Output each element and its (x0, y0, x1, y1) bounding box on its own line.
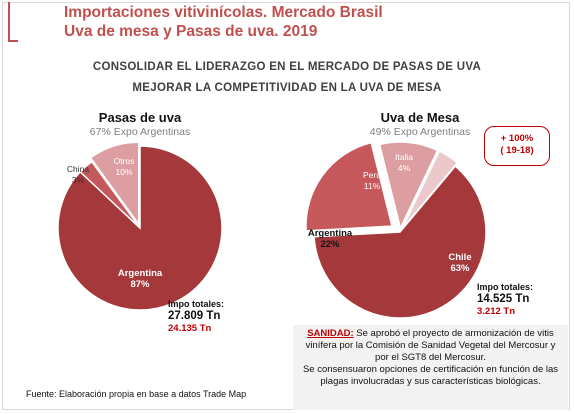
slice-label: Otros (114, 156, 135, 166)
totals-value: 14.525 Tn (477, 293, 530, 305)
slice-label: Perú (363, 170, 381, 180)
source-note: Fuente: Elaboración propia en base a dat… (26, 389, 247, 399)
slice-value-label: 3% (72, 175, 85, 185)
badge-line-2: ( 19-18) (500, 145, 534, 156)
totals-label: Impo totales: (477, 282, 534, 292)
slice-label: Italia (395, 152, 413, 162)
slide-title: Importaciones vitivinícolas. Mercado Bra… (64, 3, 383, 41)
chart-subtitle-pasas: 67% Expo Argentinas (89, 126, 191, 138)
pie-slice-otros (89, 141, 140, 227)
chart-title-uva: Uva de Mesa (380, 110, 460, 125)
pie-slice-argentina (305, 141, 393, 232)
growth-badge: + 100% ( 19-18) (484, 126, 550, 166)
leader-line (85, 171, 91, 175)
badge-line-1: + 100% (500, 133, 534, 144)
pie-slice-italia (401, 150, 459, 230)
slide-frame (2, 2, 570, 410)
sanidad-label: SANIDAD: (307, 328, 354, 339)
strapline-2: MEJORAR LA COMPETITIVIDAD EN LA UVA DE M… (132, 82, 442, 94)
totals-label: Impo totales: (168, 299, 225, 309)
decorative-accent-line (8, 2, 10, 40)
chart-title-pasas: Pasas de uva (98, 110, 182, 125)
slice-value-label: 11% (364, 181, 381, 191)
slice-label: Argentina (308, 228, 353, 239)
slice-label: Chile (448, 252, 471, 263)
slice-label: China (67, 164, 89, 174)
title-line-1: Importaciones vitivinícolas. Mercado Bra… (64, 4, 383, 21)
totals-uva: Impo totales: 14.525 Tn 3.212 Tn (477, 282, 533, 317)
slice-value-label: 87% (130, 279, 150, 290)
chart-subtitle-uva: 49% Expo Argentinas (369, 126, 471, 138)
totals-value: 27.809 Tn (168, 310, 221, 322)
totals-highlight: 3.212 Tn (477, 306, 516, 317)
pie-slice-china (79, 160, 141, 229)
totals-pasas: Impo totales: 27.809 Tn 24.135 Tn (168, 299, 224, 334)
slice-label: Argentina (118, 268, 163, 279)
pie-slice-per (378, 141, 439, 231)
title-line-2: Uva de mesa y Pasas de uva. 2019 (64, 23, 318, 40)
slice-value-label: 4% (398, 163, 411, 173)
strapline-1: CONSOLIDAR EL LIDERAZGO EN EL MERCADO DE… (92, 61, 482, 73)
sanidad-text-2: Se consensuaron opciones de certificació… (302, 364, 559, 387)
slice-value-label: 10% (115, 167, 132, 177)
totals-highlight: 24.135 Tn (168, 323, 212, 334)
sanidad-note: SANIDAD: Se aprobó el proyecto de armoni… (293, 325, 568, 410)
slice-value-label: 22% (320, 239, 340, 250)
decorative-accent-bracket (8, 40, 18, 42)
pie-slice-chile (313, 165, 487, 319)
sanidad-text-1: Se aprobó el proyecto de armonización de… (305, 328, 556, 363)
slice-value-label: 63% (450, 263, 470, 274)
